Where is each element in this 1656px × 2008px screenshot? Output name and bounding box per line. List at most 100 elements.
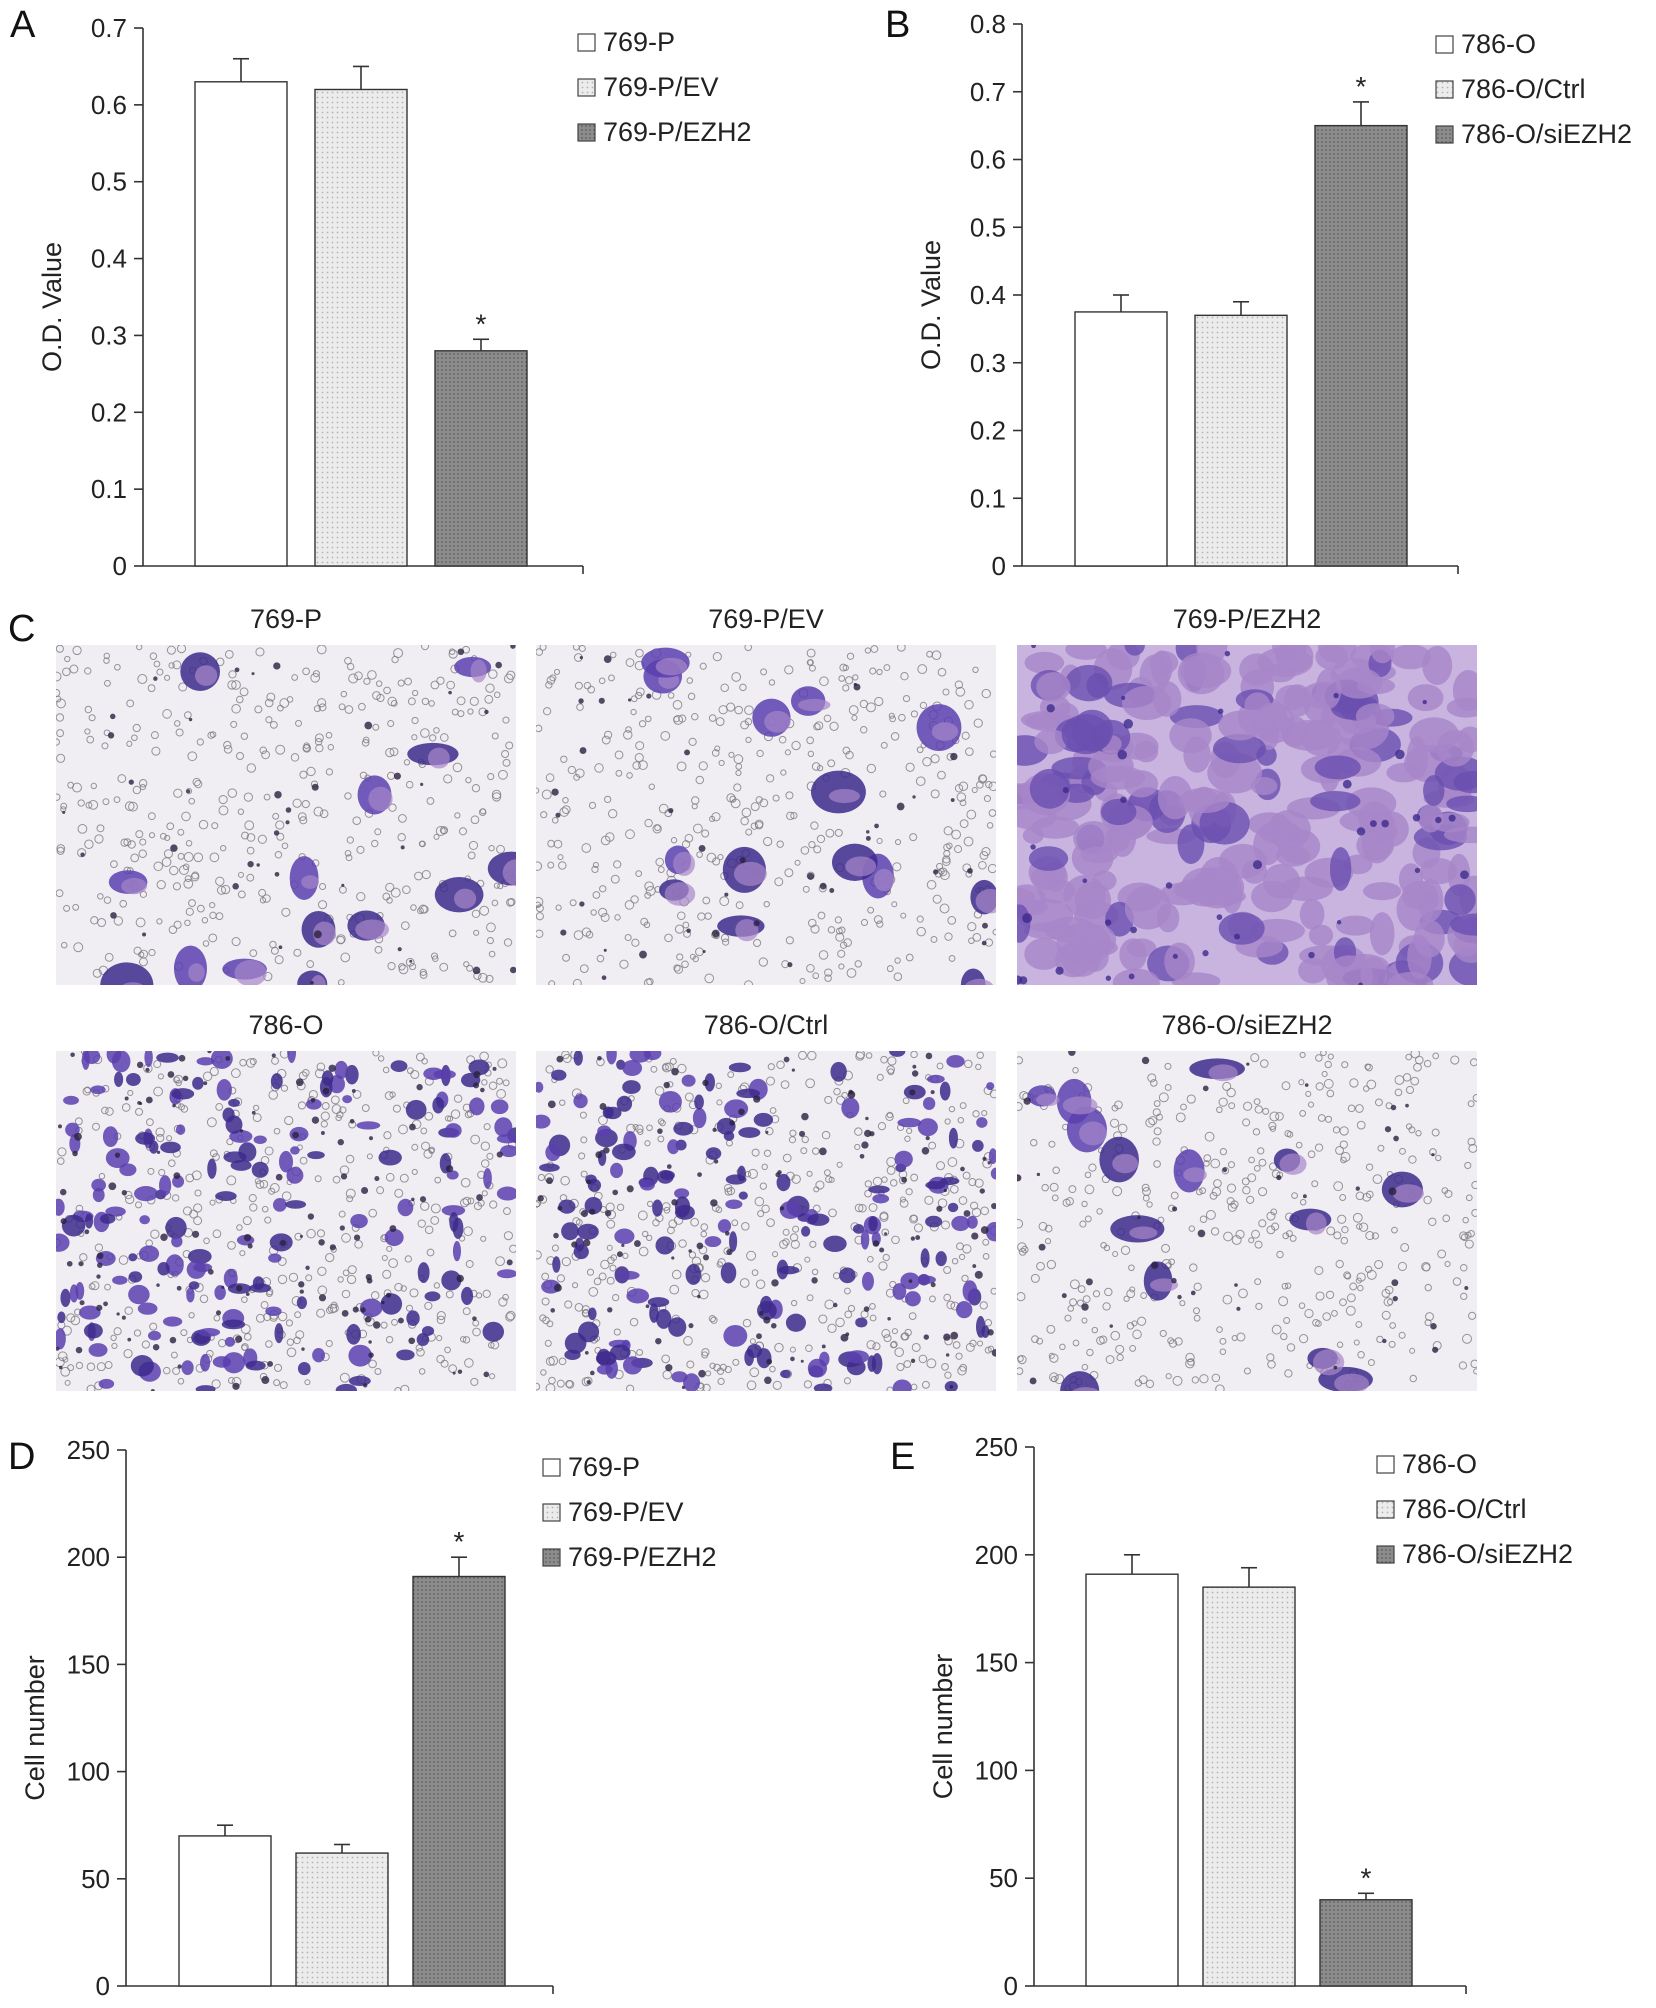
stained-cell (165, 1254, 184, 1277)
membrane-pore (989, 750, 996, 758)
membrane-pore (941, 1363, 949, 1371)
membrane-pore (1067, 1305, 1075, 1312)
membrane-pore (1349, 1282, 1358, 1291)
stained-cell (334, 1060, 349, 1079)
stained-cell (221, 1319, 246, 1330)
stained-cell (935, 1251, 947, 1267)
cell-nucleus (188, 717, 193, 722)
membrane-pore (714, 745, 721, 752)
stained-cell (872, 1194, 890, 1204)
membrane-pore (1203, 1160, 1210, 1167)
membrane-pore (555, 904, 562, 911)
stained-cell (468, 1059, 490, 1076)
stained-cell (855, 1317, 868, 1328)
cell-nucleus (510, 645, 516, 649)
membrane-pore (220, 844, 227, 852)
membrane-pore (1219, 1337, 1227, 1345)
membrane-pore (870, 645, 879, 653)
membrane-pore (735, 769, 742, 777)
membrane-pore (215, 1103, 224, 1111)
membrane-pore (421, 1141, 431, 1151)
cell-nucleus (628, 698, 632, 702)
cell-nucleus (506, 1259, 513, 1266)
cell-nucleus (556, 1055, 564, 1063)
membrane-pore (332, 1175, 341, 1184)
cell-nucleus (923, 1334, 930, 1340)
membrane-pore (345, 1154, 355, 1164)
membrane-pore (1191, 1376, 1200, 1384)
bar (1085, 1573, 1179, 1987)
cell-nucleus (790, 1356, 795, 1362)
stained-cell (200, 1353, 211, 1372)
membrane-pore (929, 1295, 936, 1303)
membrane-pore (921, 1380, 930, 1389)
membrane-pore (965, 1342, 975, 1352)
membrane-pore (352, 816, 362, 826)
membrane-pore (825, 828, 835, 838)
membrane-pore (1286, 1343, 1296, 1352)
membrane-pore (1051, 1194, 1059, 1202)
stained-cell (596, 1348, 611, 1366)
stained-cell (617, 1270, 640, 1280)
cell-nucleus (601, 975, 607, 981)
stained-cell (1073, 820, 1115, 856)
membrane-pore (310, 672, 321, 683)
membrane-pore (385, 747, 395, 758)
cell-nucleus (1202, 1085, 1209, 1092)
membrane-pore (741, 1222, 750, 1231)
cell-nucleus (1017, 1174, 1022, 1182)
stained-cell (990, 1167, 996, 1180)
micrograph-image (536, 1051, 996, 1391)
stained-cell (1325, 955, 1374, 985)
membrane-pore (1386, 1298, 1394, 1306)
cell-nucleus (1017, 975, 1023, 985)
cell-nucleus (595, 1151, 603, 1159)
y-tick-label: 150 (67, 1649, 110, 1679)
stained-cell (920, 1248, 930, 1268)
membrane-pore (692, 823, 703, 834)
membrane-pore (316, 645, 327, 655)
cell-cytoplasm (664, 882, 696, 906)
membrane-pore (1129, 1344, 1137, 1352)
stained-cell (1112, 968, 1160, 985)
membrane-pore (1365, 1163, 1374, 1171)
membrane-pore (802, 885, 810, 893)
stained-cell (927, 1074, 945, 1084)
cell-nucleus (1432, 1346, 1439, 1353)
stained-cell (536, 1081, 544, 1093)
stained-cell (1017, 803, 1057, 830)
stained-cell (1092, 870, 1117, 891)
membrane-pore (1126, 1322, 1135, 1330)
membrane-pore (387, 961, 396, 971)
membrane-pore (1421, 1261, 1431, 1272)
membrane-pore (137, 674, 148, 685)
membrane-pore (667, 1226, 675, 1235)
membrane-pore (644, 715, 652, 723)
membrane-pore (398, 1124, 408, 1135)
cell-cytoplasm (1112, 1153, 1139, 1174)
stained-cell (297, 1362, 311, 1376)
membrane-pore (1311, 1180, 1319, 1188)
membrane-pore (536, 787, 540, 794)
stained-cell (490, 1099, 509, 1115)
membrane-pore (765, 774, 775, 783)
membrane-pore (700, 1230, 708, 1238)
stained-cell (128, 1253, 138, 1262)
membrane-pore (734, 705, 743, 715)
membrane-pore (834, 916, 842, 924)
membrane-pore (744, 705, 754, 716)
stained-cell (1329, 847, 1352, 891)
membrane-pore (96, 1362, 106, 1372)
cell-nucleus (1355, 1186, 1360, 1191)
membrane-pore (549, 674, 557, 682)
membrane-pore (235, 695, 244, 704)
cell-nucleus (553, 1283, 562, 1292)
membrane-pore (816, 834, 826, 844)
stained-cell (1080, 846, 1118, 864)
membrane-pore (60, 1366, 71, 1377)
membrane-pore (1102, 1302, 1111, 1311)
membrane-pore (536, 904, 544, 913)
membrane-pore (981, 1110, 988, 1117)
membrane-pore (1222, 1294, 1233, 1305)
stained-cell (704, 1236, 722, 1248)
